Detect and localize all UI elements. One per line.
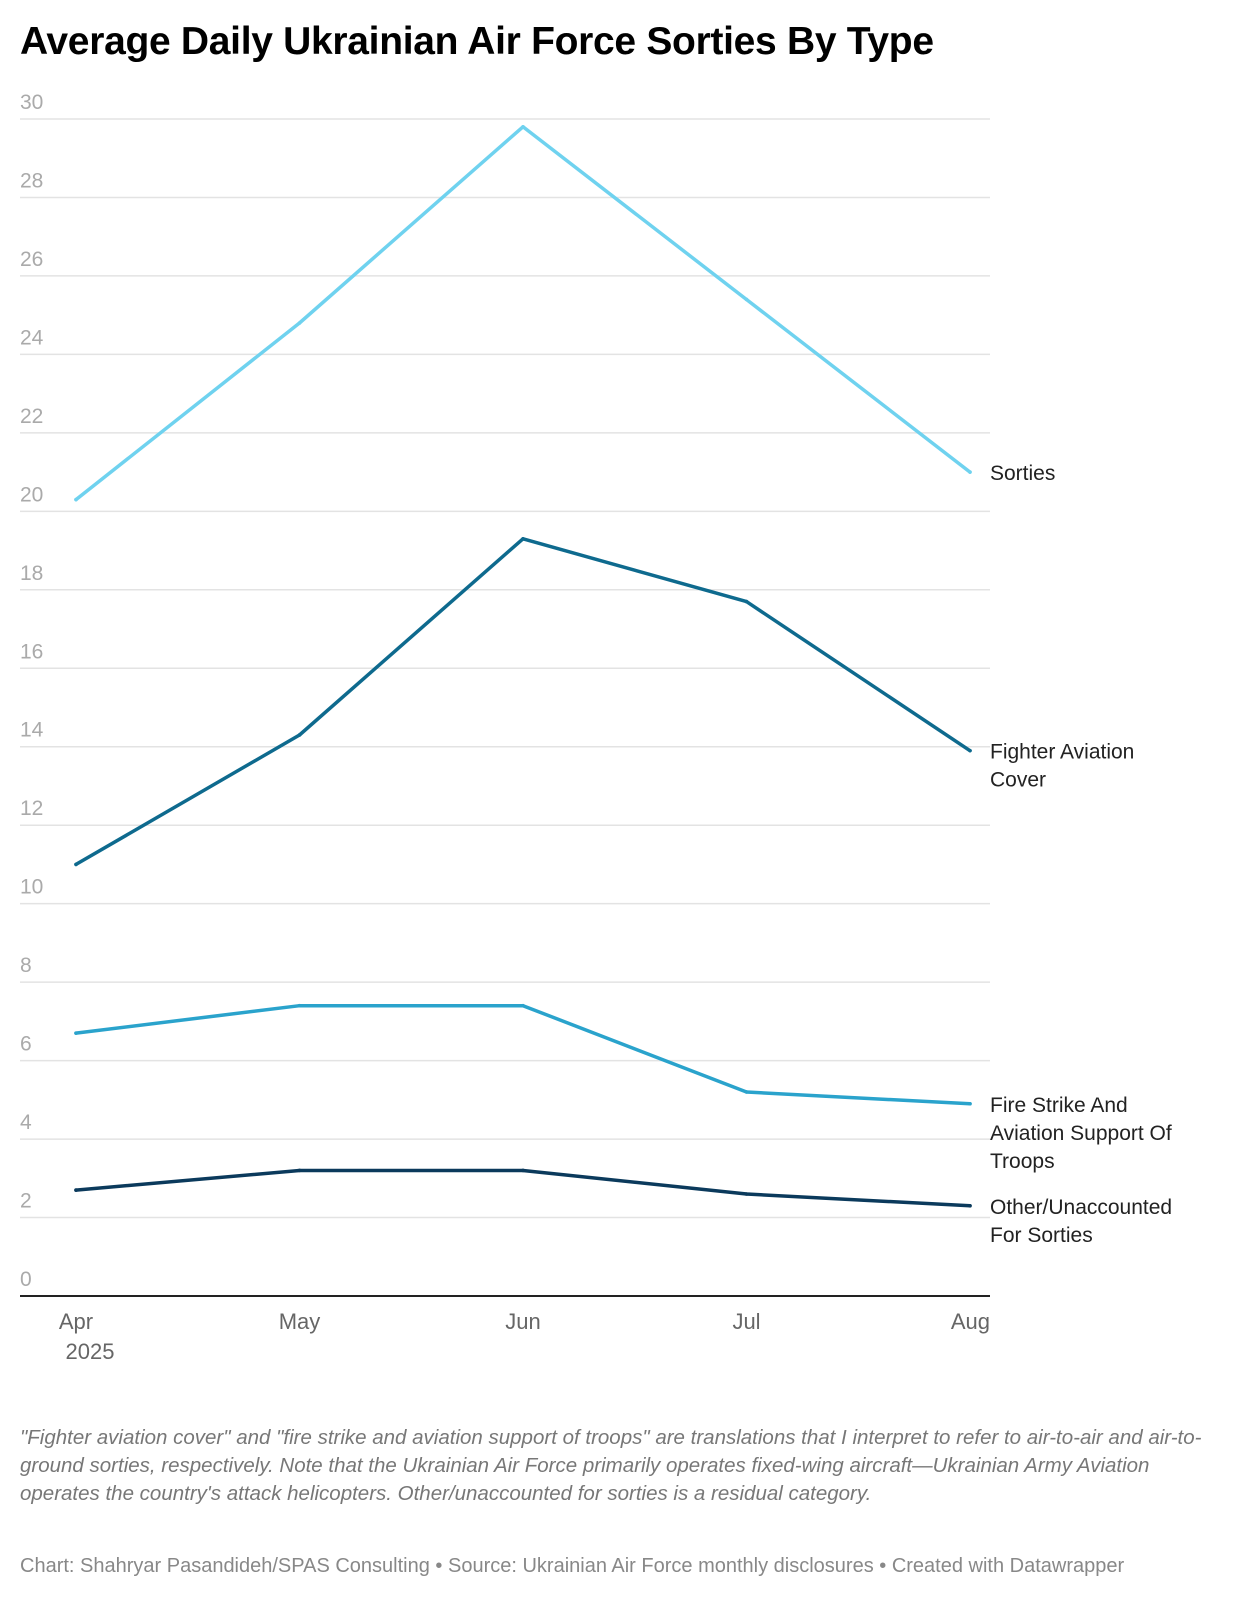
y-tick-label-20: 20 [20,483,43,506]
data-point-2-aug [968,748,972,753]
chart-credits: Chart: Shahryar Pasandideh/SPAS Consulti… [20,1555,1125,1577]
y-tick-label-16: 16 [20,640,43,663]
y-tick-label-2: 2 [20,1190,32,1213]
data-point-3-jun [521,1003,525,1008]
y-tick-label-26: 26 [20,248,43,271]
data-point-3-aug [968,1101,972,1106]
data-point-2-jun [521,536,525,541]
series-label-1: Sorties [990,462,1055,485]
data-point-1-jul [744,297,749,302]
series-label-2: Fighter Aviation Cover [990,741,1134,792]
data-point-4-apr [74,1188,78,1192]
y-tick-label-0: 0 [20,1268,32,1291]
x-tick-year-label: 2025 [66,1339,115,1364]
series-line-1 [74,125,972,502]
data-point-3-apr [74,1031,78,1035]
y-tick-label-4: 4 [20,1111,32,1134]
y-tick-label-28: 28 [20,169,43,192]
y-tick-label-18: 18 [20,562,43,585]
y-tick-label-8: 8 [20,954,32,977]
data-point-4-may [297,1168,302,1173]
data-point-4-aug [968,1203,972,1208]
data-point-1-may [297,321,302,325]
x-tick-label-jun: Jun [505,1309,540,1334]
y-tick-label-14: 14 [20,719,44,742]
x-tick-label-apr: Apr [59,1309,93,1334]
y-tick-label-30: 30 [20,91,43,114]
data-point-4-jun [521,1168,525,1173]
x-axis-ticks: Apr May Jun Jul Aug 2025 [59,1309,990,1364]
y-tick-label-12: 12 [20,797,43,820]
y-tick-label-6: 6 [20,1033,32,1056]
data-point-4-jul [744,1192,749,1196]
data-point-1-aug [968,470,972,474]
chart-note: "Fighter aviation cover" and "fire strik… [20,1426,1202,1505]
x-tick-label-may: May [279,1309,321,1334]
series-line-3 [74,1003,972,1106]
data-point-1-apr [74,497,78,502]
data-point-2-jul [744,599,749,604]
x-tick-label-jul: Jul [732,1309,760,1334]
data-point-3-jul [744,1090,749,1094]
data-point-2-apr [74,862,78,867]
series-label-3: Fire Strike And Aviation Support Of Troops [990,1094,1172,1173]
y-tick-label-22: 22 [20,405,43,428]
chart-title: Average Daily Ukrainian Air Force Sortie… [20,20,934,63]
y-tick-label-24: 24 [20,326,44,349]
series-labels: Sorties Fighter Aviation Cover Fire Strike … [990,462,1172,1247]
data-point-2-may [297,733,302,737]
data-point-1-jun [521,125,525,129]
y-tick-label-10: 10 [20,876,43,899]
series-line-2 [74,537,972,867]
gridlines [20,118,990,1297]
series-line-4 [74,1168,972,1208]
data-point-3-may [297,1003,302,1008]
series-lines [74,125,972,1208]
x-tick-label-aug: Aug [951,1309,990,1334]
series-label-4: Other/Unaccounted For Sorties [990,1196,1172,1247]
